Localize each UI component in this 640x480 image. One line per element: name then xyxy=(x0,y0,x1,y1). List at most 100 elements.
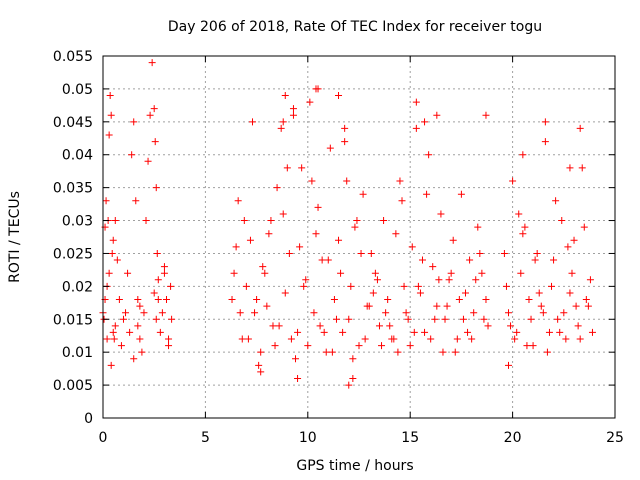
data-point xyxy=(453,335,461,343)
data-point xyxy=(150,105,158,113)
data-point xyxy=(275,322,283,330)
data-point xyxy=(257,348,265,356)
data-point xyxy=(126,328,134,336)
axis-ticks: 0 0.005 0.01 0.015 0.02 0.025 0.03 0.035 0.04 0.0… xyxy=(53,49,624,446)
y-tick-label: 0.035 xyxy=(53,181,93,197)
data-point xyxy=(103,335,111,343)
data-point xyxy=(151,138,159,146)
data-point xyxy=(102,197,110,205)
data-point xyxy=(168,315,176,323)
data-point xyxy=(160,263,168,271)
data-point xyxy=(349,375,357,383)
data-point xyxy=(337,269,345,277)
y-tick-label: 0 xyxy=(84,411,93,427)
data-point xyxy=(416,289,424,297)
data-point xyxy=(279,118,287,126)
data-point xyxy=(142,217,150,225)
data-point xyxy=(165,335,173,343)
data-point xyxy=(570,236,578,244)
data-point xyxy=(154,276,162,284)
data-point xyxy=(345,381,353,389)
data-point xyxy=(324,256,332,264)
data-point xyxy=(402,309,410,317)
data-point xyxy=(152,184,160,192)
data-point xyxy=(443,302,451,310)
data-point xyxy=(165,342,173,350)
data-point xyxy=(160,269,168,277)
data-point xyxy=(552,197,560,205)
data-point xyxy=(134,322,142,330)
data-point xyxy=(507,322,515,330)
y-tick-label: 0.02 xyxy=(62,279,93,295)
data-point xyxy=(578,164,586,172)
data-point xyxy=(259,263,267,271)
data-point xyxy=(341,124,349,132)
data-point xyxy=(347,282,355,290)
data-point xyxy=(400,282,408,290)
data-point xyxy=(236,309,244,317)
data-point xyxy=(500,249,508,257)
data-point xyxy=(138,348,146,356)
x-axis-label: GPS time / hours xyxy=(296,458,413,474)
data-point xyxy=(253,296,261,304)
data-point xyxy=(474,223,482,231)
data-point xyxy=(335,91,343,99)
data-point xyxy=(148,59,156,67)
data-point xyxy=(281,91,289,99)
data-point xyxy=(505,309,513,317)
data-point xyxy=(382,309,390,317)
data-point xyxy=(152,315,160,323)
data-point xyxy=(109,328,117,336)
data-point xyxy=(556,328,564,336)
data-point xyxy=(110,335,118,343)
y-tick-label: 0.045 xyxy=(53,115,93,131)
data-point xyxy=(113,256,121,264)
data-point xyxy=(580,223,588,231)
data-point xyxy=(525,296,533,304)
data-point xyxy=(371,269,379,277)
grid-lines xyxy=(103,56,615,418)
data-point xyxy=(312,85,320,93)
data-point xyxy=(480,315,488,323)
data-point xyxy=(511,335,519,343)
data-point xyxy=(267,217,275,225)
data-point xyxy=(427,335,435,343)
data-point xyxy=(425,151,433,159)
data-point xyxy=(355,342,363,350)
data-point xyxy=(246,236,254,244)
data-point xyxy=(586,276,594,284)
data-point xyxy=(535,289,543,297)
data-point xyxy=(410,328,418,336)
data-point xyxy=(298,164,306,172)
data-point xyxy=(468,335,476,343)
data-point xyxy=(455,296,463,304)
data-point xyxy=(562,335,570,343)
data-point xyxy=(476,249,484,257)
data-point xyxy=(271,342,279,350)
data-point xyxy=(541,118,549,126)
data-point xyxy=(153,249,161,257)
data-point xyxy=(314,203,322,211)
data-point xyxy=(150,289,158,297)
data-point xyxy=(296,243,304,251)
data-point xyxy=(584,302,592,310)
data-point xyxy=(154,296,162,304)
y-tick-label: 0.015 xyxy=(53,312,93,328)
data-point xyxy=(158,309,166,317)
data-point xyxy=(447,269,455,277)
data-point xyxy=(505,361,513,369)
data-point xyxy=(365,302,373,310)
data-point xyxy=(279,210,287,218)
data-point xyxy=(429,263,437,271)
data-point xyxy=(531,256,539,264)
data-point xyxy=(541,138,549,146)
data-point xyxy=(375,322,383,330)
data-point xyxy=(576,124,584,132)
data-point xyxy=(509,177,517,185)
data-point xyxy=(451,348,459,356)
data-point xyxy=(433,302,441,310)
data-point xyxy=(574,322,582,330)
data-point xyxy=(345,315,353,323)
data-point xyxy=(302,276,310,284)
data-point xyxy=(130,355,138,363)
